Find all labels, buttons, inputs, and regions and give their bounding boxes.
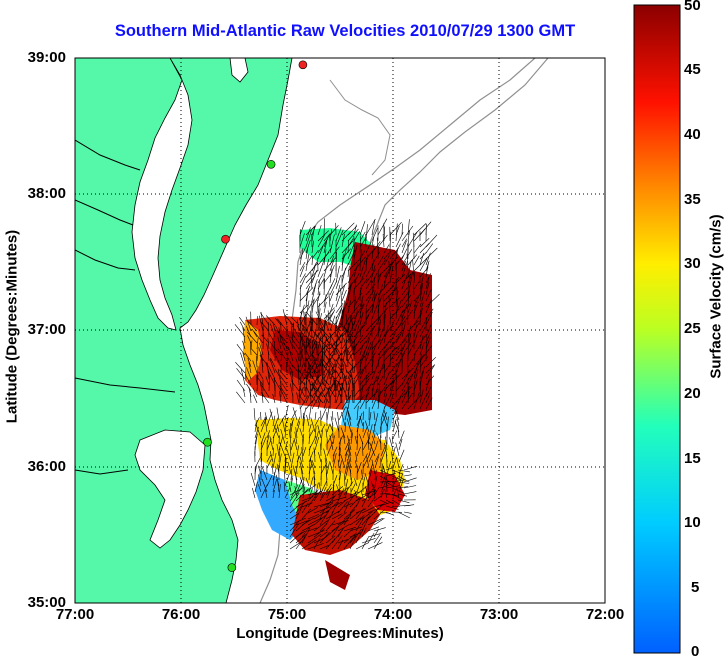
colorbar-tick-label: 50 [684, 0, 701, 14]
hf-radar-station [267, 160, 275, 168]
colorbar-tick-label: 40 [684, 126, 701, 143]
colorbar-tick-label: 15 [684, 450, 701, 467]
x-tick-label: 72:00 [575, 606, 635, 623]
colorbar-label: Surface Velocity (cm/s) [708, 167, 724, 427]
x-tick-label: 75:00 [257, 606, 317, 623]
colorbar-tick-label: 25 [684, 320, 701, 337]
x-tick-label: 76:00 [151, 606, 211, 623]
colorbar-tick-label: 5 [691, 579, 699, 596]
y-tick-label: 37:00 [28, 321, 66, 338]
colorbar-tick-label: 20 [684, 385, 701, 402]
colorbar-tick-label: 30 [684, 255, 701, 272]
colorbar-tick-label: 45 [684, 61, 701, 78]
hf-radar-station [299, 61, 307, 69]
colorbar-tick-label: 35 [684, 191, 701, 208]
colorbar [634, 5, 680, 653]
y-tick-label: 38:00 [28, 185, 66, 202]
x-tick-label: 77:00 [45, 606, 105, 623]
hf-radar-station [222, 235, 230, 243]
y-tick-label: 39:00 [28, 49, 66, 66]
colorbar-tick-label: 0 [691, 643, 699, 660]
y-tick-label: 36:00 [28, 458, 66, 475]
x-axis-label: Longitude (Degrees:Minutes) [160, 625, 520, 642]
colorbar-tick-label: 10 [684, 514, 701, 531]
x-tick-label: 74:00 [363, 606, 423, 623]
hf-radar-station [228, 564, 236, 572]
y-axis-label: Latitude (Degrees:Minutes) [4, 197, 21, 457]
x-tick-label: 73:00 [469, 606, 529, 623]
hf-radar-station [204, 438, 212, 446]
